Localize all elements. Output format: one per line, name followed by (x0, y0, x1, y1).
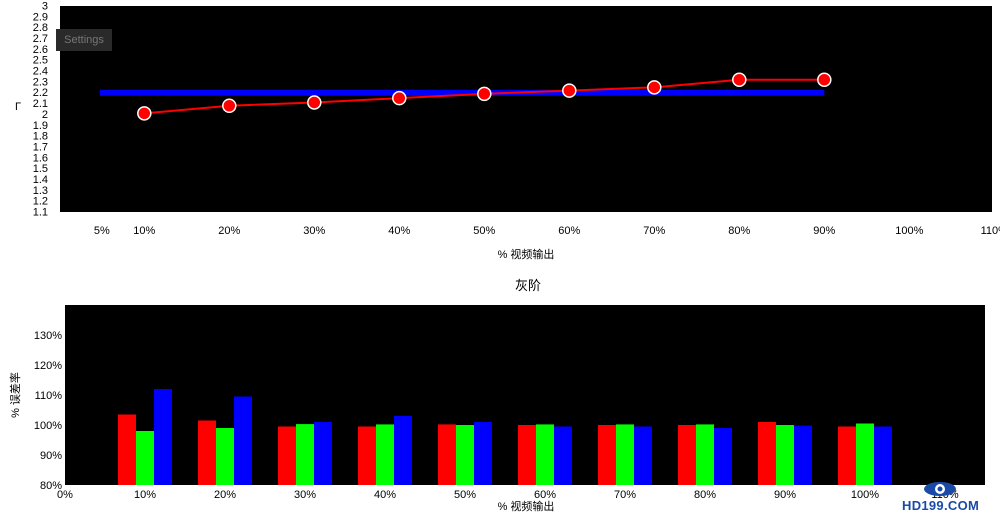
gamma-y-tick-label: 2.6 (33, 44, 48, 56)
grayscale-bar (536, 424, 554, 485)
gamma-plot-area (60, 6, 992, 212)
grayscale-bar (154, 389, 172, 485)
grayscale-bar (234, 396, 252, 485)
gamma-y-tick-label: 1.3 (33, 185, 48, 197)
gamma-data-point (817, 72, 832, 87)
gamma-y-tick-label: 2.3 (33, 76, 48, 88)
grayscale-x-tick-label: 10% (134, 489, 156, 501)
grayscale-x-tick-label: 70% (614, 489, 636, 501)
grayscale-bar (314, 422, 332, 485)
grayscale-y-tick-label: 80% (40, 480, 62, 492)
grayscale-bar (758, 422, 776, 485)
gamma-y-tick-label: 2.9 (33, 11, 48, 23)
grayscale-y-tick-label: 130% (34, 330, 62, 342)
gamma-y-axis-title: Γ (15, 101, 21, 113)
grayscale-bar (216, 428, 234, 485)
grayscale-bar (696, 424, 714, 485)
gamma-data-point (392, 90, 407, 106)
grayscale-bar (776, 425, 794, 485)
gamma-x-tick-label: 110% (981, 225, 1000, 237)
gamma-y-tick-label: 1.2 (33, 196, 48, 208)
grayscale-bar (358, 426, 376, 485)
grayscale-bar (278, 426, 296, 485)
gamma-y-tick-label: 2.7 (33, 33, 48, 45)
grayscale-x-tick-label: 30% (294, 489, 316, 501)
grayscale-bar (438, 424, 456, 485)
grayscale-bar (554, 426, 572, 485)
gamma-x-tick-label: 5% (94, 225, 110, 237)
grayscale-y-tick-label: 110% (35, 390, 63, 402)
gamma-data-point (307, 95, 322, 110)
gamma-y-tick-label: 1.9 (33, 120, 48, 132)
gamma-data-point (562, 83, 577, 98)
grayscale-x-tick-label: 40% (374, 489, 396, 501)
gamma-y-tick-label: 2.8 (33, 22, 48, 34)
gamma-x-tick-label: 60% (558, 225, 580, 237)
gamma-y-tick-label: 2.4 (33, 66, 48, 78)
gamma-y-tick-label: 2.1 (33, 98, 48, 110)
gamma-x-tick-label: 40% (388, 225, 410, 237)
brand-text: HD199.COM (902, 498, 980, 513)
grayscale-y-tick-label: 100% (34, 420, 62, 432)
gamma-x-tick-label: 30% (303, 225, 325, 237)
gamma-x-tick-label: 100% (895, 225, 923, 237)
grayscale-bar (714, 428, 732, 485)
gamma-x-tick-label: 90% (813, 225, 835, 237)
grayscale-bar (678, 425, 696, 485)
gamma-y-tick-label: 2 (42, 109, 48, 121)
gamma-x-tick-label: 50% (473, 225, 495, 237)
grayscale-bar (456, 425, 474, 485)
grayscale-bar (394, 416, 412, 485)
grayscale-bar (598, 425, 616, 485)
grayscale-x-tick-label: 60% (534, 489, 556, 501)
gamma-y-tick-label: 1.5 (33, 163, 48, 175)
gamma-y-tick-label: 2.2 (33, 87, 48, 99)
grayscale-y-tick-label: 120% (34, 360, 62, 372)
gamma-y-tick-label: 1.4 (33, 174, 48, 186)
grayscale-x-tick-label: 0% (57, 489, 73, 501)
grayscale-bar (616, 424, 634, 485)
gamma-x-tick-label: 70% (643, 225, 665, 237)
grayscale-bar (296, 424, 314, 485)
gamma-x-tick-label: 20% (218, 225, 240, 237)
grayscale-bar (856, 423, 874, 485)
settings-button[interactable]: Settings (56, 29, 112, 51)
gamma-x-tick-label: 80% (728, 225, 750, 237)
grayscale-bar (838, 426, 856, 485)
gamma-x-axis-title: % 视频输出 (498, 247, 555, 261)
brand-eye-icon (924, 482, 956, 496)
grayscale-x-axis-title: % 视频输出 (498, 499, 555, 513)
gamma-y-tick-label: 1.1 (33, 207, 48, 219)
grayscale-chart-title: 灰阶 (515, 278, 541, 293)
grayscale-bar (136, 431, 154, 485)
grayscale-bar (874, 426, 892, 485)
grayscale-x-tick-label: 90% (774, 489, 796, 501)
gamma-y-tick-label: 1.8 (33, 131, 48, 143)
gamma-data-point (477, 86, 492, 102)
grayscale-bar (474, 422, 492, 485)
gamma-data-point (222, 98, 237, 113)
gamma-y-tick-label: 1.7 (33, 141, 48, 153)
grayscale-x-tick-label: 80% (694, 489, 716, 501)
grayscale-y-tick-label: 90% (40, 450, 62, 462)
grayscale-x-tick-label: 20% (214, 489, 236, 501)
grayscale-bar (518, 425, 536, 485)
gamma-data-point (137, 106, 152, 121)
grayscale-bar (118, 414, 136, 485)
grayscale-bar (634, 426, 652, 485)
gamma-data-point (647, 80, 662, 95)
grayscale-bar (376, 424, 394, 485)
gamma-y-tick-label: 3 (42, 1, 48, 13)
gamma-y-tick-label: 2.5 (33, 55, 48, 67)
grayscale-y-axis-title: % 误差率 (8, 372, 22, 418)
gamma-y-tick-label: 1.6 (33, 152, 48, 164)
grayscale-x-tick-label: 50% (454, 489, 476, 501)
gamma-x-tick-label: 10% (133, 225, 155, 237)
grayscale-x-tick-label: 100% (851, 489, 879, 501)
grayscale-bar (794, 425, 812, 485)
brand-logo: HD199.COM (900, 480, 1000, 517)
gamma-data-point (732, 72, 747, 87)
grayscale-bar (198, 420, 216, 485)
